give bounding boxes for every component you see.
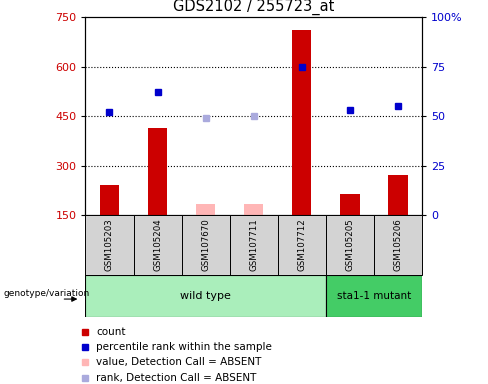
- FancyBboxPatch shape: [85, 215, 134, 275]
- Text: GSM105204: GSM105204: [153, 218, 162, 271]
- Text: sta1-1 mutant: sta1-1 mutant: [337, 291, 411, 301]
- FancyBboxPatch shape: [278, 215, 326, 275]
- Bar: [292, 30, 311, 215]
- FancyBboxPatch shape: [374, 215, 422, 275]
- Text: GSM105205: GSM105205: [346, 218, 354, 271]
- Text: GSM105206: GSM105206: [393, 218, 403, 271]
- Text: count: count: [96, 327, 126, 337]
- Title: GDS2102 / 255723_at: GDS2102 / 255723_at: [173, 0, 334, 15]
- FancyBboxPatch shape: [182, 215, 230, 275]
- Text: wild type: wild type: [180, 291, 231, 301]
- FancyBboxPatch shape: [85, 275, 326, 317]
- FancyBboxPatch shape: [326, 215, 374, 275]
- Text: value, Detection Call = ABSENT: value, Detection Call = ABSENT: [96, 357, 262, 367]
- Bar: [388, 175, 407, 215]
- Text: GSM107711: GSM107711: [249, 218, 258, 271]
- Text: GSM107712: GSM107712: [297, 218, 306, 271]
- FancyBboxPatch shape: [230, 215, 278, 275]
- Bar: [148, 128, 167, 215]
- Bar: [244, 204, 264, 215]
- Text: GSM107670: GSM107670: [201, 218, 210, 271]
- Text: rank, Detection Call = ABSENT: rank, Detection Call = ABSENT: [96, 372, 257, 383]
- Text: percentile rank within the sample: percentile rank within the sample: [96, 342, 272, 352]
- FancyBboxPatch shape: [326, 275, 422, 317]
- FancyBboxPatch shape: [134, 215, 182, 275]
- Bar: [340, 194, 360, 215]
- Text: genotype/variation: genotype/variation: [3, 289, 90, 298]
- Bar: [196, 204, 215, 215]
- Bar: [100, 185, 119, 215]
- Text: GSM105203: GSM105203: [105, 218, 114, 271]
